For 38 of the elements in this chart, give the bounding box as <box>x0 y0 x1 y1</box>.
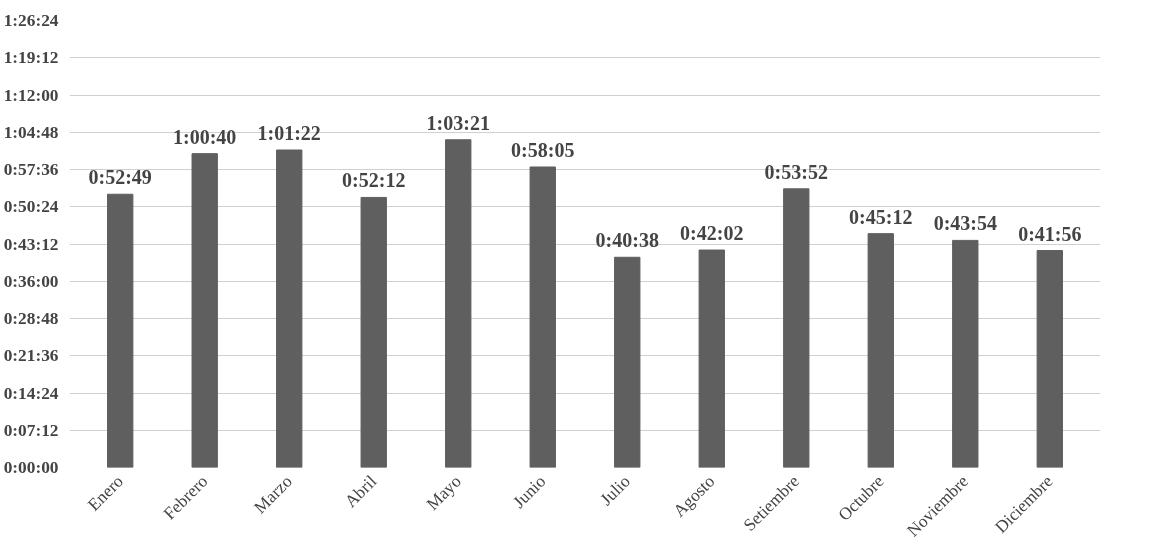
bar <box>529 166 556 468</box>
bar <box>360 196 387 468</box>
bar <box>867 233 894 468</box>
y-tick-label: 1:26:24 <box>3 11 59 30</box>
y-tick-label: 0:00:00 <box>3 458 59 477</box>
y-tick-label: 0:21:36 <box>3 346 59 366</box>
bar <box>276 149 303 468</box>
y-tick-label: 1:04:48 <box>3 122 59 142</box>
bar <box>191 153 218 468</box>
bar <box>1036 250 1063 468</box>
bar <box>614 256 641 468</box>
bar <box>698 249 725 468</box>
bar <box>952 239 979 468</box>
data-label: 1:03:21 <box>426 111 490 134</box>
y-tick-label: 0:50:24 <box>3 197 59 217</box>
y-tick-label: 1:12:00 <box>3 85 59 105</box>
data-label: 0:52:49 <box>88 166 152 189</box>
y-tick-label: 0:43:12 <box>3 234 59 254</box>
bar <box>783 188 810 468</box>
y-tick-label: 1:19:12 <box>3 48 59 68</box>
y-tick-label: 0:36:00 <box>3 271 59 291</box>
y-tick-label: 0:57:36 <box>3 160 59 179</box>
x-tick-label: Julio <box>596 471 634 510</box>
data-label: 0:52:12 <box>342 169 406 192</box>
data-label: 0:58:05 <box>511 139 575 161</box>
bar <box>107 193 134 468</box>
data-label: 0:45:12 <box>849 205 913 228</box>
data-label: 0:43:54 <box>933 212 997 235</box>
data-label: 0:53:52 <box>764 160 828 183</box>
y-tick-label: 0:14:24 <box>3 383 59 403</box>
data-label: 1:01:22 <box>257 122 321 145</box>
data-label: 1:00:40 <box>173 125 237 148</box>
bar <box>445 139 472 468</box>
data-label: 0:41:56 <box>1018 222 1082 245</box>
y-tick-label: 0:28:48 <box>3 309 59 328</box>
data-label: 0:42:02 <box>680 222 744 245</box>
data-label: 0:40:38 <box>595 229 659 252</box>
y-tick-label: 0:07:12 <box>3 420 59 440</box>
